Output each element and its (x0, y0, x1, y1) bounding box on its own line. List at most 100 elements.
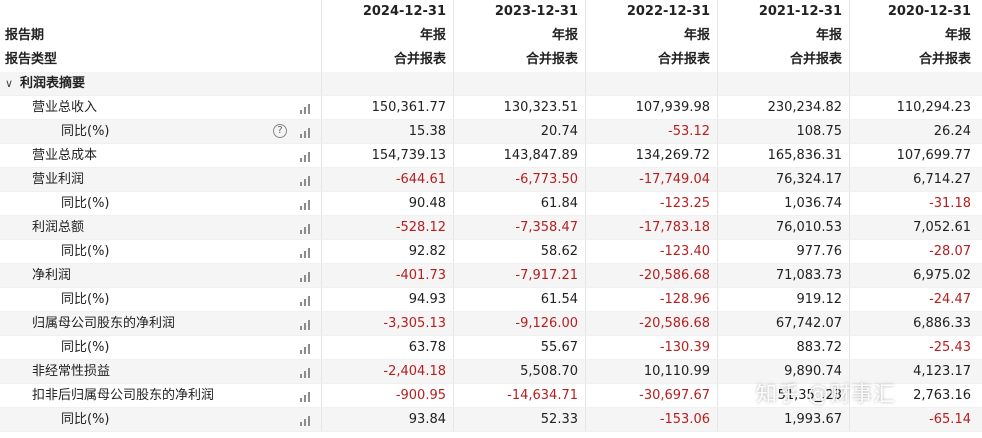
header-date-row: 2024-12-31 2023-12-31 2022-12-31 2021-12… (0, 0, 982, 24)
row-label: 营业总成本 (0, 144, 322, 167)
section-header-row[interactable]: ∨ 利润表摘要 (0, 72, 982, 96)
value-cell: -31.18 (929, 196, 971, 211)
value-cell: 110,294.23 (896, 100, 971, 115)
value-cell: -53.12 (586, 120, 718, 143)
table-row[interactable]: 同比(%) 92.82 58.62 -123.40 977.76 -28.07 (0, 240, 982, 264)
bar-chart-icon[interactable] (299, 367, 313, 378)
value-cell: 150,361.77 (322, 96, 454, 119)
date-col-5[interactable]: 2020-12-31 (887, 4, 971, 19)
value-cell: -7,917.21 (454, 264, 586, 287)
date-col-1[interactable]: 2024-12-31 (322, 0, 454, 24)
value-cell: 92.82 (322, 240, 454, 263)
help-icon[interactable]: ? (273, 124, 287, 138)
value-cell: -130.39 (586, 336, 718, 359)
bar-chart-icon[interactable] (299, 295, 313, 306)
value-cell: -3,305.13 (322, 312, 454, 335)
bar-chart-icon[interactable] (299, 175, 313, 186)
bar-chart-icon[interactable] (299, 271, 313, 282)
value-cell: -123.40 (586, 240, 718, 263)
row-label: 同比(%)? (0, 120, 322, 143)
date-col-2[interactable]: 2023-12-31 (454, 0, 586, 24)
value-cell: 7,052.61 (913, 220, 971, 235)
value-cell: 4,123.17 (913, 364, 971, 379)
report-type-2: 合并报表 (454, 48, 586, 72)
bar-chart-icon[interactable] (299, 199, 313, 210)
value-cell: 93.84 (322, 408, 454, 431)
value-cell: -401.73 (322, 264, 454, 287)
table-row[interactable]: 营业总收入 150,361.77 130,323.51 107,939.98 230,2… (0, 96, 982, 120)
value-cell: -528.12 (322, 216, 454, 239)
date-col-4[interactable]: 2021-12-31 (718, 0, 850, 24)
bar-chart-icon[interactable] (299, 223, 313, 234)
value-cell: 94.93 (322, 288, 454, 311)
report-period-5: 年报 (944, 28, 971, 43)
report-period-4: 年报 (718, 24, 850, 48)
value-cell: -14,634.71 (454, 384, 586, 407)
value-cell: -17,749.04 (586, 168, 718, 191)
table-row[interactable]: 同比(%) 94.93 61.54 -128.96 919.12 -24.47 (0, 288, 982, 312)
chevron-down-icon[interactable]: ∨ (5, 77, 14, 90)
value-cell: 919.12 (718, 288, 850, 311)
value-cell: 61.84 (454, 192, 586, 215)
table-row[interactable]: 营业总成本 154,739.13 143,847.89 134,269.72 165,8… (0, 144, 982, 168)
bar-chart-icon[interactable] (299, 247, 313, 258)
value-cell: 15.38 (322, 120, 454, 143)
date-col-3[interactable]: 2022-12-31 (586, 0, 718, 24)
bar-chart-icon[interactable] (299, 415, 313, 426)
value-cell: 977.76 (718, 240, 850, 263)
table-row[interactable]: 同比(%) 63.78 55.67 -130.39 883.72 -25.43 (0, 336, 982, 360)
value-cell: 63.78 (322, 336, 454, 359)
value-cell: 61.54 (454, 288, 586, 311)
value-cell: -2,404.18 (322, 360, 454, 383)
value-cell: -153.06 (586, 408, 718, 431)
bar-chart-icon[interactable] (299, 343, 313, 354)
row-label: 同比(%) (0, 192, 322, 215)
value-cell: 230,234.82 (718, 96, 850, 119)
watermark: 知乎 @财事汇 (756, 382, 896, 406)
report-type-label: 报告类型 (0, 48, 322, 72)
bar-chart-icon[interactable] (299, 319, 313, 330)
row-label: 归属母公司股东的净利润 (0, 312, 322, 335)
report-type-4: 合并报表 (718, 48, 850, 72)
table-row[interactable]: 同比(%) 90.48 61.84 -123.25 1,036.74 -31.18 (0, 192, 982, 216)
table-row[interactable]: 扣非后归属母公司股东的净利润 -900.95 -14,634.71 -30,697.6… (0, 384, 982, 408)
report-type-row: 报告类型 合并报表 合并报表 合并报表 合并报表 合并报表 (0, 48, 982, 72)
bar-chart-icon[interactable] (299, 151, 313, 162)
table-row[interactable]: 利润总额 -528.12 -7,358.47 -17,783.18 76,010.53 7… (0, 216, 982, 240)
value-cell: -20,586.68 (586, 312, 718, 335)
table-row[interactable]: 营业利润 -644.61 -6,773.50 -17,749.04 76,324.17 6… (0, 168, 982, 192)
table-row[interactable]: 归属母公司股东的净利润 -3,305.13 -9,126.00 -20,586.68 6… (0, 312, 982, 336)
value-cell: 154,739.13 (322, 144, 454, 167)
bar-chart-icon[interactable] (299, 103, 313, 114)
value-cell: 130,323.51 (454, 96, 586, 119)
table-row[interactable]: 非经常性损益 -2,404.18 5,508.70 10,110.99 9,890.74… (0, 360, 982, 384)
value-cell: -25.43 (929, 340, 971, 355)
bar-chart-icon[interactable] (299, 127, 313, 138)
value-cell: -128.96 (586, 288, 718, 311)
section-title[interactable]: ∨ 利润表摘要 (0, 72, 322, 95)
value-cell: -17,783.18 (586, 216, 718, 239)
value-cell: -28.07 (929, 244, 971, 259)
value-cell: -9,126.00 (454, 312, 586, 335)
report-period-2: 年报 (454, 24, 586, 48)
value-cell: 134,269.72 (586, 144, 718, 167)
row-label: 净利润 (0, 264, 322, 287)
value-cell: 20.74 (454, 120, 586, 143)
bar-chart-icon[interactable] (299, 391, 313, 402)
report-period-row: 报告期 年报 年报 年报 年报 年报 (0, 24, 982, 48)
value-cell: 9,890.74 (718, 360, 850, 383)
table-row[interactable]: 同比(%) 93.84 52.33 -153.06 1,993.67 -65.14 (0, 408, 982, 432)
header-corner (0, 0, 322, 24)
report-period-1: 年报 (322, 24, 454, 48)
value-cell: 108.75 (718, 120, 850, 143)
report-type-5: 合并报表 (918, 52, 971, 67)
table-row[interactable]: 净利润 -401.73 -7,917.21 -20,586.68 71,083.73 6,… (0, 264, 982, 288)
row-label: 同比(%) (0, 408, 322, 431)
value-cell: 107,699.77 (896, 148, 971, 163)
value-cell: 2,763.16 (913, 388, 971, 403)
table-row[interactable]: 同比(%)? 15.38 20.74 -53.12 108.75 26.24 (0, 120, 982, 144)
report-type-1: 合并报表 (322, 48, 454, 72)
value-cell: 143,847.89 (454, 144, 586, 167)
value-cell: -123.25 (586, 192, 718, 215)
value-cell: 90.48 (322, 192, 454, 215)
